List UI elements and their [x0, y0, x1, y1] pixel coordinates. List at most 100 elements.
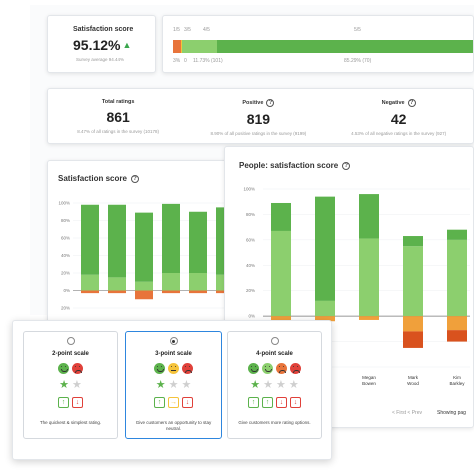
negative-label: Negative [381, 100, 405, 106]
person-name-label: Mark Wood [407, 375, 419, 386]
slightly-sad-face-icon [276, 362, 287, 374]
thumbs-down-icon: ↓ [182, 396, 193, 408]
radio-4-point[interactable] [270, 337, 279, 345]
positive-label: Positive [242, 100, 264, 106]
scale-title: 3-point scale [155, 351, 192, 357]
bar-segment [359, 194, 379, 239]
scale-option-2-point[interactable]: 2-point scale ★ ★ ↑ ↓ The quickest & sim… [23, 331, 118, 439]
bar-segment [271, 202, 291, 231]
satisfaction-title: Satisfaction score [73, 26, 134, 33]
thumbs-up-icon: ↑ [58, 396, 69, 408]
bar-segment-negative [315, 316, 335, 322]
satisfaction-chart-card: Satisfaction score ? 100% 80% 60% 40% 20% 0% 2… [47, 160, 237, 325]
person-name-label: Kim Barkley [449, 375, 465, 386]
negative-stat: Negative? 42 4.53% of all negative ratin… [329, 89, 469, 143]
pagination-nav[interactable]: < First < Prev [392, 410, 423, 416]
bar-segment-negative [189, 290, 207, 294]
scale-title: 4-point scale [256, 351, 293, 357]
distribution-segment [182, 40, 218, 53]
positive-sub: 8.90% of all positive ratings in the sur… [210, 131, 307, 136]
happy-face-icon [58, 362, 69, 374]
help-icon[interactable]: ? [266, 99, 275, 107]
distribution-segment [173, 40, 181, 53]
pct-3-5: 0 [184, 58, 187, 64]
bar-segment [81, 204, 99, 275]
bar-segment [271, 230, 291, 317]
bar-segment [81, 274, 99, 291]
bar-segment [403, 236, 423, 247]
radio-2-point[interactable] [66, 337, 75, 345]
star-icon: ★ [72, 378, 82, 391]
y-tick-label: 80% [246, 212, 255, 217]
distribution-segment [180, 40, 182, 53]
bar-segment-negative [108, 290, 126, 294]
y-tick-label: 20% [61, 306, 70, 311]
slightly-happy-face-icon [262, 362, 273, 374]
distribution-top-labels: 1/5 3/5 4/5 5/5 [173, 27, 473, 33]
scale-description: Give customers an opportunity to stay ne… [135, 420, 212, 432]
bar-segment [135, 281, 153, 291]
negative-sub: 4.53% of all negative ratings in the sur… [351, 131, 447, 136]
sad-face-icon [182, 362, 193, 374]
thumbs-sideways-icon: → [168, 396, 179, 408]
positive-value: 819 [246, 111, 271, 127]
bar-segment [447, 239, 467, 317]
satisfaction-score-card: Satisfaction score 95.12% ▲ Survey avera… [47, 15, 156, 73]
bar-segment [189, 211, 207, 273]
bar-segment [315, 300, 335, 317]
y-tick-label: 60% [61, 236, 70, 241]
bar-segment-negative [447, 316, 467, 331]
scale-option-3-point[interactable]: 3-point scale ★ ★ ★ ↑ → ↓ Give customers… [125, 331, 222, 439]
rating-scale-selector: 2-point scale ★ ★ ↑ ↓ The quickest & sim… [12, 320, 332, 460]
pct-4-5: 11.73% (101) [193, 58, 223, 64]
scale-option-4-point[interactable]: 4-point scale ★ ★ ★ ★ ↑ ↑ ↓ ↓ Give custo… [227, 331, 322, 439]
help-icon[interactable]: ? [342, 161, 351, 170]
bar-segment-negative [403, 316, 423, 332]
y-tick-label: 40% [246, 263, 255, 268]
double-thumbs-down-icon: ↓ [290, 396, 301, 408]
bar-segment-negative [135, 290, 153, 300]
total-ratings-label: Total ratings [101, 99, 135, 105]
thumbs-down-icon: ↓ [72, 396, 83, 408]
people-chart-title: People: satisfaction score [239, 161, 339, 170]
label-4-5: 4/5 [203, 27, 210, 33]
radio-3-point[interactable] [169, 337, 178, 345]
y-tick-label: 0% [63, 288, 70, 293]
star-icon: ★ [155, 378, 166, 391]
star-icon: ★ [276, 378, 286, 391]
bar-segment [189, 273, 207, 291]
y-tick-label: 100% [243, 187, 255, 192]
bar-segment-negative [162, 290, 180, 294]
bar-segment [315, 196, 335, 301]
distribution-bottom-labels: 3% 0 11.73% (101) 85.29% (70) [173, 58, 473, 64]
satisfaction-chart-title: Satisfaction score [58, 174, 127, 183]
bar-segment-negative [359, 316, 379, 320]
y-tick-label: 0% [248, 314, 255, 319]
total-ratings-sub: 8.47% of all ratings in the survey (1017… [77, 129, 160, 134]
y-tick-label: 20% [61, 271, 70, 276]
bar-segment-negative [81, 290, 99, 294]
neutral-face-icon [168, 362, 179, 374]
y-tick-label: 60% [246, 237, 255, 242]
help-icon[interactable]: ? [407, 99, 416, 107]
thumbs-up-icon: ↑ [262, 396, 273, 408]
bar-segment [135, 212, 153, 282]
bar-segment [447, 229, 467, 240]
help-icon[interactable]: ? [130, 174, 139, 183]
negative-value: 42 [390, 111, 407, 127]
bar-segment [162, 203, 180, 273]
totals-card: Total ratings 861 8.47% of all ratings i… [47, 88, 474, 144]
bar-segment [108, 277, 126, 291]
pagination-status: Showing pag [437, 410, 466, 416]
label-5-5: 5/5 [354, 27, 361, 33]
happy-face-icon [248, 362, 259, 374]
star-icon: ★ [168, 378, 179, 391]
sad-face-icon [290, 362, 301, 374]
pct-1-5: 3% [173, 58, 181, 64]
people-names: Megan Bowen Mark Wood Kim Barkley [225, 375, 474, 405]
y-tick-label: 100% [58, 201, 70, 206]
y-tick-label: 80% [61, 218, 70, 223]
thumbs-up-icon: ↑ [154, 396, 165, 408]
distribution-bar [173, 40, 473, 53]
scale-description: The quickest & simplest rating. [39, 420, 102, 425]
